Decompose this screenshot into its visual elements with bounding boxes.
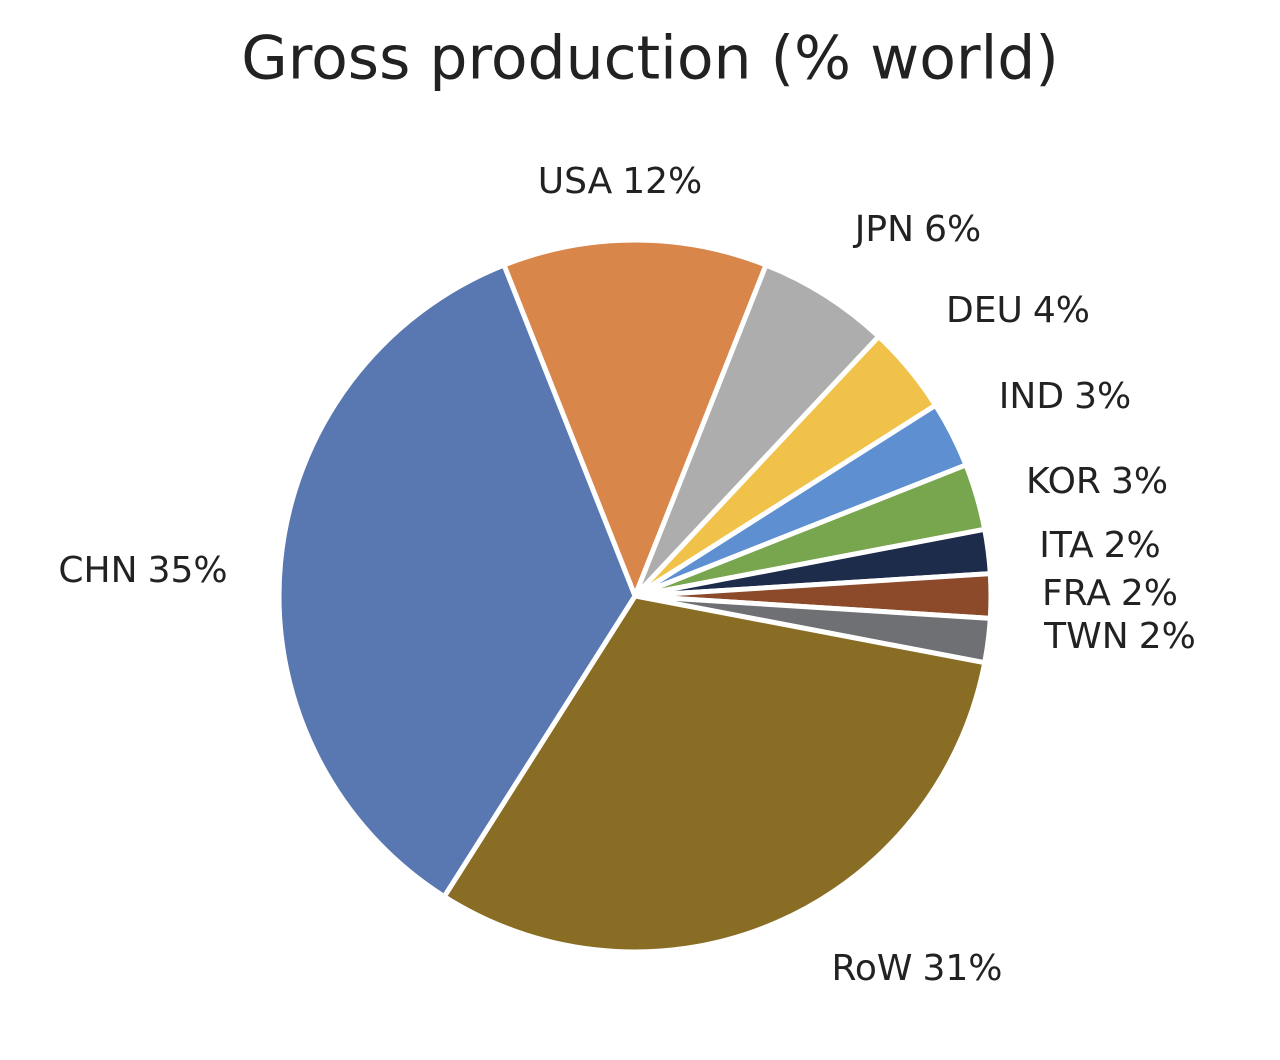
value-label: 2% [1139,616,1196,657]
chart-title: Gross production (% world) [241,24,1059,94]
labels: USA 12%JPN 6%DEU 4%IND 3%KOR 3%ITA 2%FRA 2%TWN 2… [58,161,1195,989]
value-label: 3% [1111,461,1168,502]
category-label: RoW [831,948,912,989]
slice-label: JPN 6% [853,209,981,250]
value-label: 2% [1121,573,1178,614]
value-label: 31% [923,948,1003,989]
pie [276,237,994,955]
category-label: DEU [946,290,1023,331]
slice-label: TWN 2% [1043,616,1196,657]
slice-label: ITA 2% [1039,525,1161,566]
value-label: 3% [1074,376,1131,417]
category-label: FRA [1042,573,1111,614]
category-label: USA [538,161,613,202]
slice-label: FRA 2% [1042,573,1178,614]
value-label: 4% [1033,290,1090,331]
category-label: JPN [853,209,914,250]
value-label: 12% [622,161,702,202]
slice-label: CHN 35% [58,550,227,591]
value-label: 35% [148,550,228,591]
slice [276,261,638,901]
value-label: 6% [924,209,981,250]
category-label: ITA [1039,525,1094,566]
slice-label: DEU 4% [946,290,1090,331]
value-label: 2% [1104,525,1161,566]
category-label: IND [999,376,1064,417]
category-label: KOR [1026,461,1101,502]
slice-label: USA 12% [538,161,703,202]
slice-label: IND 3% [999,376,1131,417]
slice-label: RoW 31% [831,948,1002,989]
category-label: CHN [58,550,137,591]
slice [500,237,770,603]
slice [632,261,883,598]
category-label: TWN [1043,616,1129,657]
slice-label: KOR 3% [1026,461,1168,502]
